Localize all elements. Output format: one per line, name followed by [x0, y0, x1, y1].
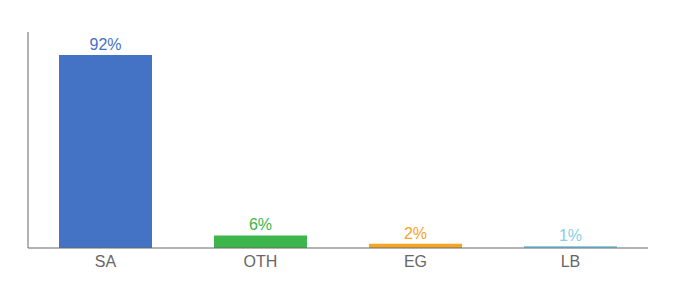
svg-text:LB: LB — [561, 253, 581, 270]
svg-text:OTH: OTH — [244, 253, 278, 270]
svg-text:2%: 2% — [404, 225, 427, 242]
svg-text:SA: SA — [95, 253, 117, 270]
svg-text:6%: 6% — [249, 216, 272, 233]
svg-text:92%: 92% — [89, 36, 121, 53]
svg-text:1%: 1% — [559, 227, 582, 244]
svg-text:EG: EG — [404, 253, 427, 270]
